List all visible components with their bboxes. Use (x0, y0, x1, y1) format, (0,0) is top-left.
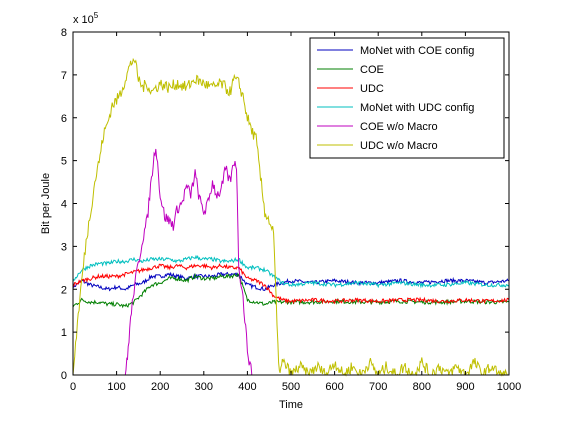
x-tick-label: 400 (238, 381, 256, 393)
x-tick-label: 1000 (497, 381, 521, 393)
y-multiplier-base: x 10 (73, 14, 94, 26)
x-tick-label: 600 (325, 381, 343, 393)
y-tick-label: 1 (61, 327, 67, 339)
series-line-5 (124, 148, 253, 376)
legend-label: COE (360, 64, 384, 76)
legend-label: UDC w/o Macro (360, 140, 438, 152)
legend-label: COE w/o Macro (360, 121, 438, 133)
x-tick-label: 300 (195, 381, 213, 393)
series-line-1 (72, 271, 510, 292)
legend-box (309, 37, 505, 159)
y-tick-label: 2 (61, 284, 67, 296)
x-tick-label: 100 (107, 381, 125, 393)
legend-label: MoNet with COE config (360, 45, 474, 57)
y-axis-title: Bit per Joule (40, 173, 52, 234)
x-tick-label: 900 (456, 381, 474, 393)
y-multiplier-exponent: 5 (94, 11, 99, 20)
series-line-3 (72, 262, 510, 305)
legend: MoNet with COE config COE UDC MoNet with UD… (309, 37, 505, 159)
y-tick-label: 4 (61, 199, 67, 211)
y-tick-label: 8 (61, 27, 67, 39)
y-multiplier-label: x 105 (73, 11, 99, 26)
x-tick-label: 200 (151, 381, 169, 393)
y-tick-label: 7 (61, 70, 67, 82)
legend-label: UDC (360, 83, 384, 95)
series-line-4 (72, 254, 510, 289)
y-tick-label: 5 (61, 156, 67, 168)
y-tick-label: 0 (61, 370, 67, 382)
x-tick-label: 800 (413, 381, 431, 393)
ticks-layer: 0 100 200 300 400 500 600 700 800 900 1000 0 1 2 3 4 5 6 7… (61, 27, 521, 393)
x-axis-title: Time (279, 399, 303, 411)
y-tick-label: 6 (61, 113, 67, 125)
legend-label: MoNet with UDC config (360, 102, 474, 114)
x-tick-label: 500 (282, 381, 300, 393)
x-tick-label: 700 (369, 381, 387, 393)
x-tick-label: 0 (70, 381, 76, 393)
y-tick-label: 3 (61, 241, 67, 253)
series-line-2 (72, 272, 510, 309)
